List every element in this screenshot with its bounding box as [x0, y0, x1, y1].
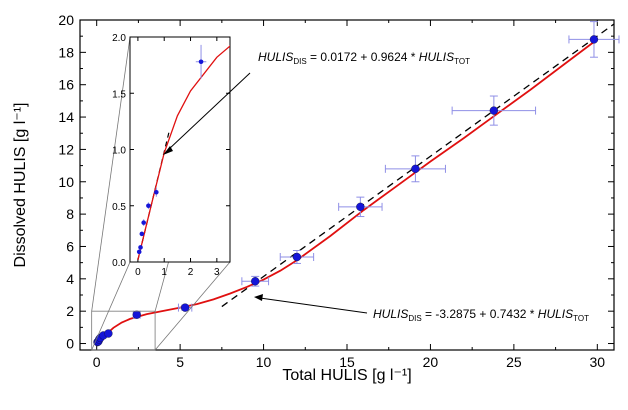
linear-fit-line [221, 23, 615, 308]
data-point [132, 310, 141, 319]
data-marker [292, 252, 302, 262]
inset-y-tick-label: 0.0 [112, 258, 126, 269]
main-fit-equation: HULISDIS = -3.2875 + 0.7432 * HULISTOT [373, 307, 589, 323]
y-axis-label: Dissolved HULIS [g l⁻¹] [12, 103, 29, 268]
inset-x-tick-label: 1 [161, 267, 167, 278]
inset-y-tick-label: 1.5 [112, 89, 126, 100]
inset-data-point [146, 202, 151, 210]
eq-part: HULIS [419, 50, 454, 64]
main-equation-arrow [259, 297, 368, 314]
data-point [177, 303, 193, 312]
eq-part: TOT [573, 314, 589, 323]
x-tick-label: 30 [590, 354, 606, 370]
inset-data-point [141, 219, 146, 226]
data-point [568, 21, 620, 58]
data-marker [180, 303, 190, 312]
y-tick-label: 0 [66, 336, 74, 352]
main-equation-arrowhead [254, 294, 263, 301]
data-marker [489, 106, 499, 115]
eq-part: = 0.0172 + 0.9624 * [307, 50, 419, 64]
eq-part: DIS [293, 57, 306, 66]
inset-fit-equation: HULISDIS = 0.0172 + 0.9624 * HULISTOT [258, 50, 470, 66]
inset-y-tick-label: 2.0 [112, 33, 126, 44]
data-point [384, 155, 446, 183]
inset-data-point [154, 187, 159, 197]
zoom-region [91, 310, 156, 351]
eq-part: DIS [408, 314, 421, 323]
x-tick-label: 15 [339, 354, 355, 370]
zoom-connector [154, 261, 231, 351]
inset-equation-arrow [167, 72, 251, 151]
inset-data-marker [141, 220, 146, 225]
inset-content [136, 44, 230, 261]
annotations: HULISDIS = 0.0172 + 0.9624 * HULISTOTHUL… [163, 50, 589, 323]
eq-part: HULIS [373, 307, 408, 321]
x-tick-label: 20 [423, 354, 439, 370]
eq-part: HULIS [538, 307, 573, 321]
inset-x-tick-label: 3 [214, 267, 220, 278]
data-point [338, 196, 383, 218]
eq-part: = -3.2875 + 0.7432 * [422, 307, 538, 321]
inset-plot: 0 1 2 3 0.0 0.5 1.0 1.5 2.0 [91, 33, 231, 351]
y-tick-label: 16 [58, 77, 74, 93]
inset-data-marker [198, 59, 204, 65]
inset-data-marker [136, 249, 142, 255]
y-tick-label: 10 [58, 174, 74, 190]
inset-data-point [139, 231, 145, 237]
inset-x-tick-label: 0 [135, 267, 141, 278]
data-point [279, 250, 315, 264]
zoom-connector [91, 36, 131, 312]
inset-data-marker [139, 231, 145, 237]
inset-data-marker [146, 203, 151, 209]
y-tick-label: 14 [58, 109, 74, 125]
y-tick-label: 12 [58, 141, 74, 157]
zoom-connector [91, 261, 131, 351]
eq-part: TOT [454, 57, 470, 66]
inset-y-tick-label: 1.0 [112, 146, 126, 157]
inset-data-point [195, 44, 207, 79]
inset-data-marker [138, 245, 143, 250]
inset-equation-arrowhead [163, 146, 173, 155]
inset-data-point [136, 249, 142, 255]
data-point [241, 275, 270, 287]
data-marker [411, 164, 420, 173]
y-tick-label: 18 [58, 44, 74, 60]
data-marker [356, 202, 365, 211]
inset-data-marker [154, 189, 159, 195]
x-axis-label: Total HULIS [g l⁻¹] [282, 367, 411, 384]
data-marker [104, 329, 113, 338]
y-tick-label: 6 [66, 238, 74, 254]
inset-data-point [138, 245, 143, 250]
x-tick-label: 5 [176, 354, 184, 370]
data-marker [251, 277, 260, 286]
x-tick-label: 10 [256, 354, 272, 370]
y-tick-label: 4 [66, 271, 74, 287]
data-marker [132, 310, 141, 319]
inset-x-tick-label: 2 [188, 267, 194, 278]
data-point [104, 329, 113, 338]
x-tick-label: 25 [506, 354, 522, 370]
data-point [451, 95, 537, 126]
x-tick-label: 0 [93, 354, 101, 370]
inset-fit-curve [137, 45, 230, 260]
y-tick-label: 2 [66, 303, 74, 319]
data-marker [589, 35, 599, 44]
y-tick-label: 20 [58, 12, 74, 28]
inset-y-tick-label: 0.5 [112, 202, 126, 213]
eq-part: HULIS [258, 50, 293, 64]
y-tick-label: 8 [66, 206, 74, 222]
